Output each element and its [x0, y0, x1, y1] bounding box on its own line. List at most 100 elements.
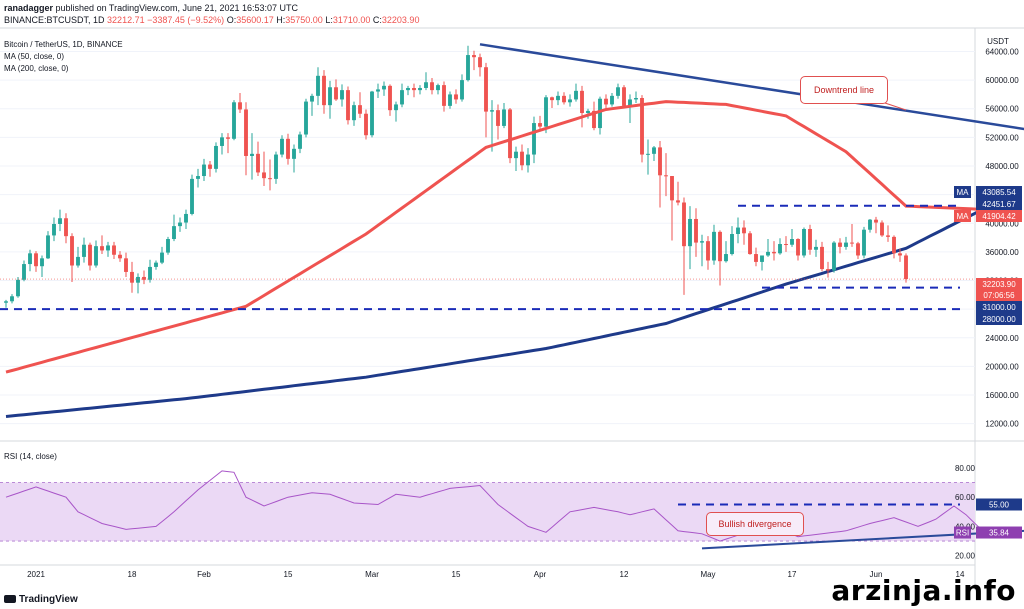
candle: [124, 252, 128, 277]
price-tick-label: 20000.00: [985, 362, 1019, 371]
candle-body: [886, 235, 890, 237]
candle-body: [880, 222, 884, 236]
close-value: 32203.90: [381, 15, 420, 25]
candle-body: [226, 137, 230, 139]
candle-body: [10, 296, 14, 302]
candle: [304, 98, 308, 138]
candle-body: [202, 164, 206, 177]
candle: [712, 224, 716, 265]
candle-body: [496, 110, 500, 126]
candle-body: [466, 55, 470, 81]
candle-body: [358, 105, 362, 114]
price-box-bg: [976, 289, 1022, 301]
candle-body: [34, 253, 38, 267]
candle: [598, 96, 602, 135]
rsi-level-label: 55.00: [976, 498, 1022, 511]
candle-body: [370, 91, 374, 136]
candle: [190, 174, 194, 216]
candle-body: [688, 218, 692, 247]
price-tick-label: 56000.00: [985, 105, 1019, 114]
candle-body: [106, 245, 110, 251]
time-tick-label: Mar: [365, 570, 379, 579]
price-labels: MA 43085.54 42451.67 MA 41904.42 32203.90 07:0…: [954, 186, 1022, 539]
candle-body: [514, 151, 518, 159]
rsi-band: [0, 482, 975, 542]
candle-body: [598, 98, 602, 129]
candle: [178, 217, 182, 232]
candle: [862, 226, 866, 259]
candle-body: [406, 87, 410, 91]
rsi-tick-label: 60.00: [955, 493, 976, 502]
price-box-bg: [976, 526, 1022, 539]
rsi-last-label: RSI 35.84: [954, 526, 1022, 539]
change: −3387.45 (−9.52%): [147, 15, 225, 25]
time-tick-label: 14: [956, 570, 965, 579]
candle-body: [46, 235, 50, 259]
bullish-annotation[interactable]: Bullish divergence: [706, 512, 804, 536]
time-tick-label: 2021: [27, 570, 45, 579]
candle-body: [232, 102, 236, 139]
candle-body: [622, 87, 626, 106]
legend-ma200[interactable]: MA (200, close, 0): [4, 64, 69, 73]
candle: [220, 133, 224, 155]
candle-body: [136, 276, 140, 283]
candle-body: [352, 105, 356, 121]
candle-body: [394, 104, 398, 111]
candle: [172, 214, 176, 242]
candle-body: [490, 110, 494, 112]
candle-body: [124, 258, 128, 272]
tradingview-logo[interactable]: TradingView: [4, 594, 78, 605]
candle: [232, 100, 236, 141]
candle: [760, 255, 764, 271]
legend-title: Bitcoin / TetherUS, 1D, BINANCE: [4, 40, 123, 49]
candle-body: [508, 109, 512, 159]
candle: [562, 92, 566, 105]
candle: [274, 151, 278, 184]
candle: [880, 220, 884, 237]
candle: [496, 104, 500, 140]
candle-body: [130, 271, 134, 283]
candle-body: [100, 246, 104, 251]
candle: [394, 101, 398, 122]
candle: [754, 247, 758, 267]
candle: [244, 102, 248, 176]
candle-body: [820, 246, 824, 270]
downtrend-annotation[interactable]: Downtrend line: [800, 76, 888, 104]
candle: [730, 226, 734, 256]
candle: [238, 92, 242, 114]
candle: [214, 142, 218, 173]
price-box-tag-text: MA: [957, 188, 970, 197]
candle-body: [838, 242, 842, 247]
candle-body: [628, 99, 632, 106]
candle-body: [250, 153, 254, 156]
price-box-text: 41904.42: [982, 212, 1016, 221]
candle: [322, 70, 326, 114]
price-box-text: 35.84: [989, 529, 1010, 538]
candle: [256, 141, 260, 177]
candle: [556, 91, 560, 106]
candle: [358, 92, 362, 119]
candle: [40, 255, 44, 277]
candle: [868, 218, 872, 233]
candle-body: [826, 269, 830, 271]
candle-body: [364, 113, 368, 136]
time-tick-label: 17: [788, 570, 797, 579]
candle: [346, 86, 350, 125]
candle-body: [322, 75, 326, 106]
candle-body: [64, 218, 68, 237]
publish-text: published on TradingView.com, June 21, 2…: [53, 3, 299, 13]
candle: [622, 85, 626, 108]
legend-ma50[interactable]: MA (50, close, 0): [4, 52, 65, 61]
author[interactable]: ranadagger: [4, 3, 54, 13]
candle-body: [178, 222, 182, 227]
candle: [796, 238, 800, 261]
time-tick-label: 15: [452, 570, 461, 579]
last-price-label: 32203.90: [976, 278, 1022, 290]
candle: [784, 236, 788, 252]
candle-body: [454, 94, 458, 100]
legend-rsi[interactable]: RSI (14, close): [4, 452, 57, 461]
candle: [736, 217, 740, 244]
candle: [466, 45, 470, 82]
